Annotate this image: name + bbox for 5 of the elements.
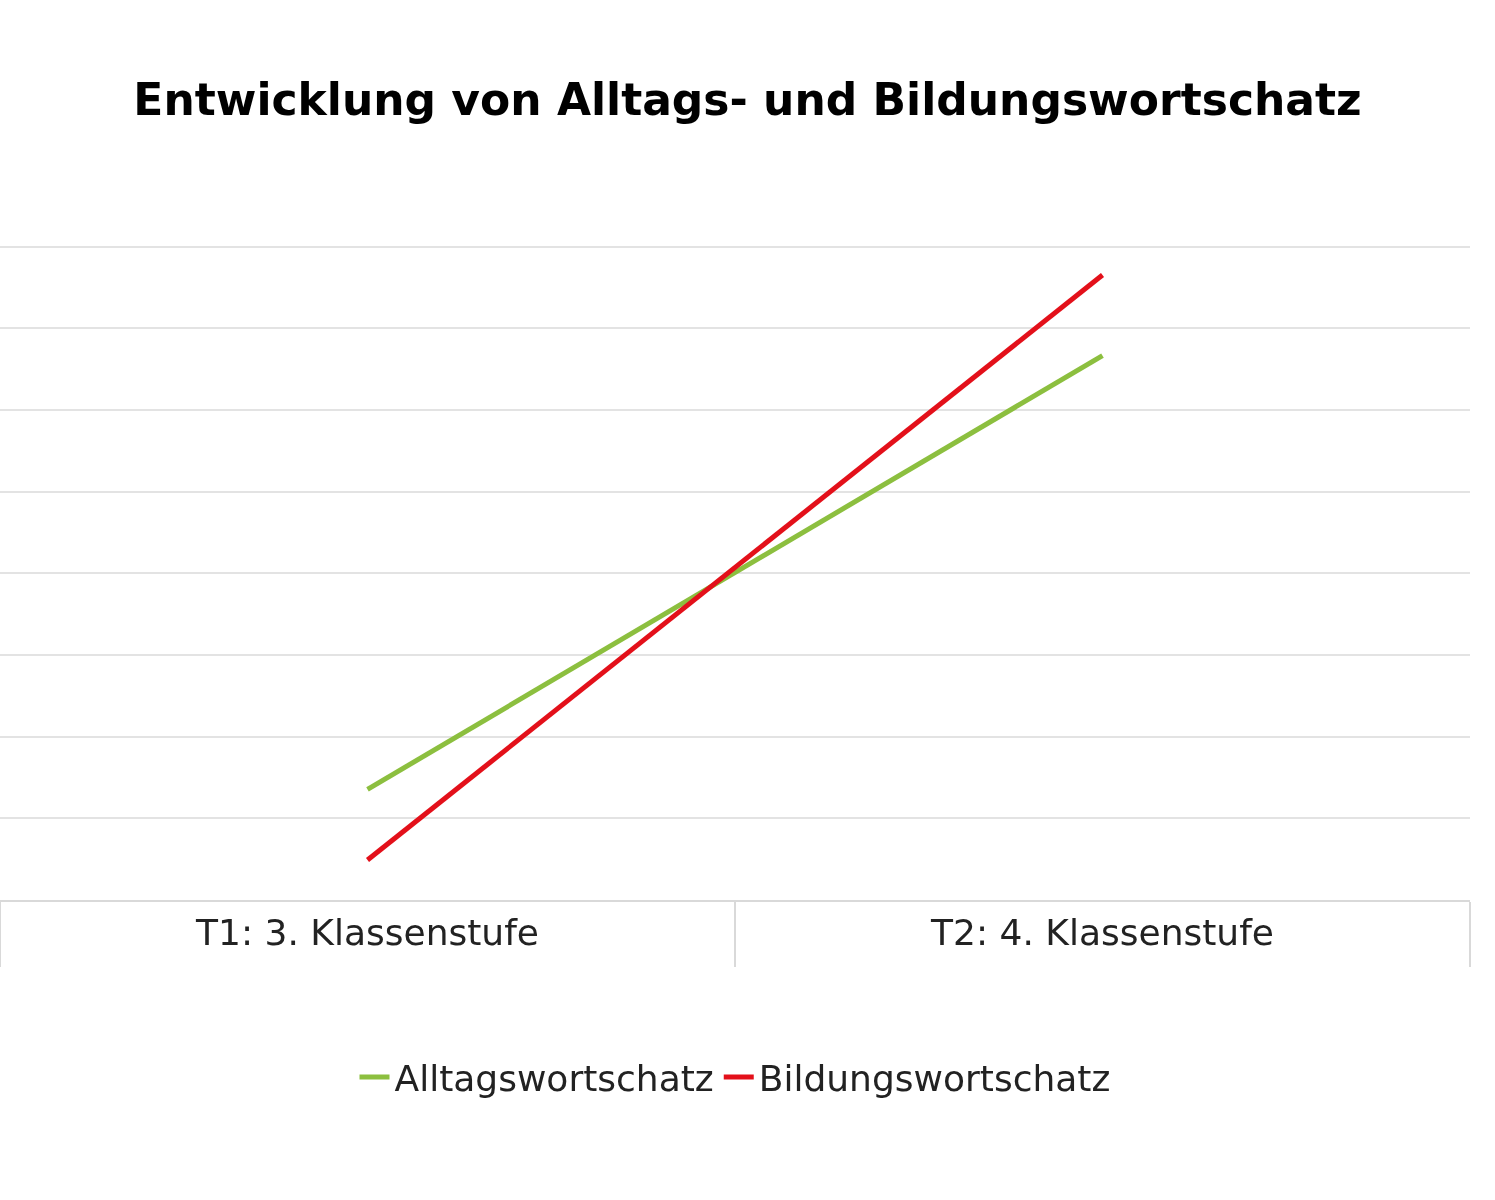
legend-label: Bildungswortschatz (758, 1057, 1111, 1099)
chart-title: Entwicklung von Alltags- und Bildungswortschatz (133, 73, 1362, 125)
x-tick-label: T1: 3. Klassenstufe (195, 912, 539, 954)
legend-label: Alltagswortschatz (394, 1057, 714, 1099)
x-tick-label: T2: 4. Klassenstufe (930, 912, 1274, 954)
